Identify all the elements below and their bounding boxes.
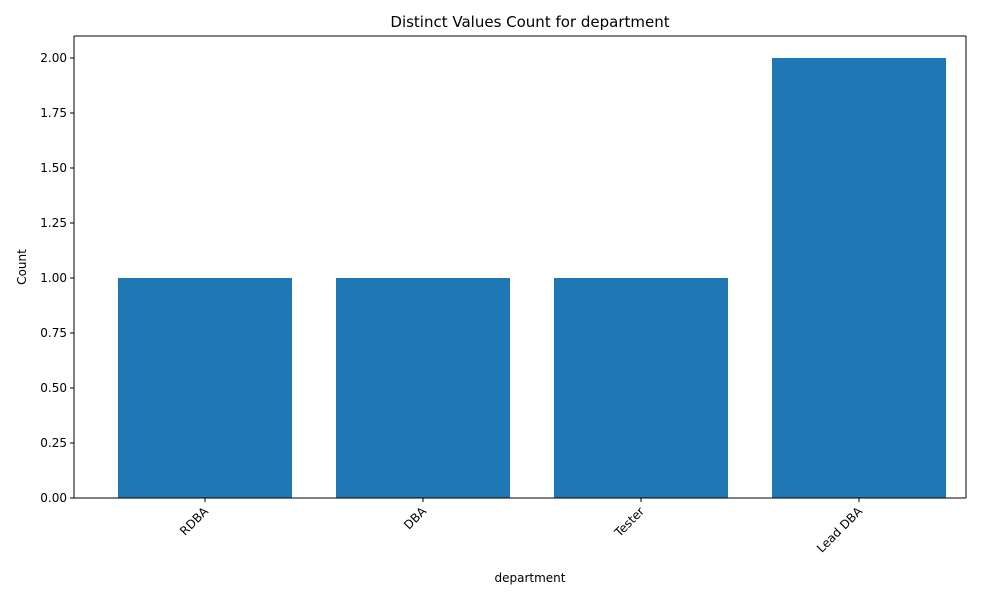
x-tick-label: Tester: [611, 504, 647, 540]
bar-lead-dba: [772, 58, 946, 498]
x-tick-label: RDBA: [177, 504, 212, 539]
x-tick-label: Lead DBA: [814, 504, 866, 556]
y-tick-label: 1.25: [40, 216, 67, 230]
y-tick-label: 2.00: [40, 51, 67, 65]
y-tick-label: 0.25: [40, 436, 67, 450]
y-tick-label: 0.75: [40, 326, 67, 340]
chart-title: Distinct Values Count for department: [390, 13, 669, 31]
x-tick-label: DBA: [401, 504, 430, 533]
y-axis: 0.00 0.25 0.50 0.75 1.00 1.25 1.50 1.75 2.00: [40, 36, 967, 505]
y-tick-label: 1.50: [40, 161, 67, 175]
bar-rdba: [118, 278, 292, 498]
plot-area: [118, 58, 946, 498]
x-axis-title: department: [495, 571, 566, 585]
bar-tester: [554, 278, 728, 498]
bar-dba: [336, 278, 510, 498]
y-tick-label: 1.75: [40, 106, 67, 120]
y-tick-label: 0.50: [40, 381, 67, 395]
y-tick-label: 0.00: [40, 491, 67, 505]
y-tick-label: 1.00: [40, 271, 67, 285]
y-axis-title: Count: [15, 249, 29, 285]
